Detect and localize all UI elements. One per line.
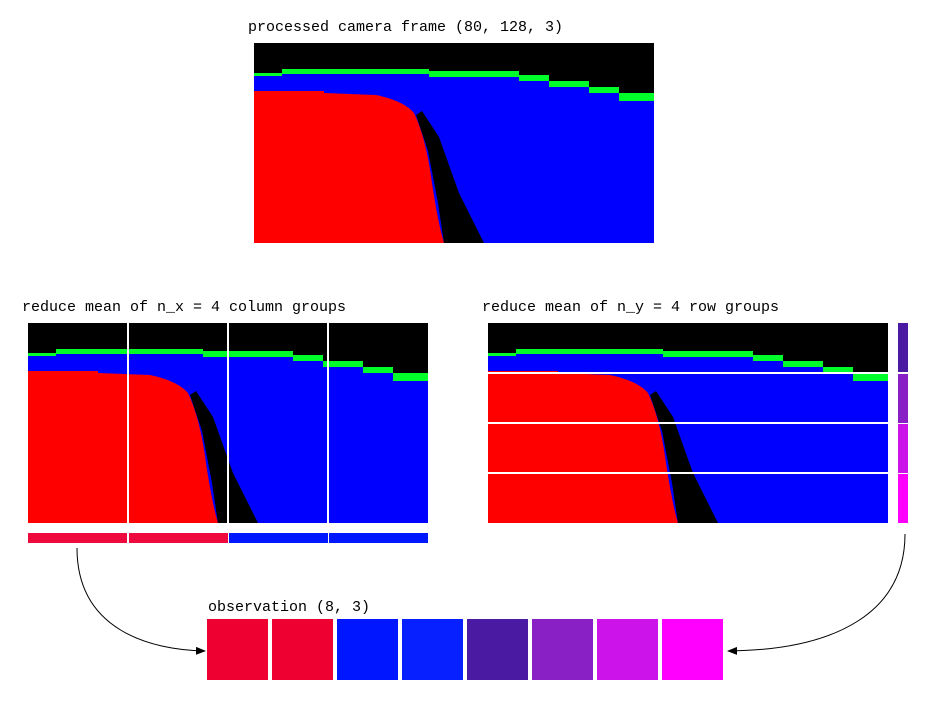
observation-cell-5 bbox=[467, 619, 528, 680]
observation-vector bbox=[207, 619, 727, 681]
camera-frame-image bbox=[254, 43, 654, 243]
column-grouped-frame-image bbox=[28, 323, 428, 523]
top-frame-title: processed camera frame (80, 128, 3) bbox=[248, 19, 564, 36]
road-shadow bbox=[416, 111, 484, 243]
arrow-right bbox=[727, 533, 906, 655]
car-region bbox=[254, 91, 444, 243]
row-mean-bar-2 bbox=[898, 374, 908, 423]
column-reduction-title: reduce mean of n_x = 4 column groups bbox=[22, 299, 347, 316]
column-means-strip bbox=[28, 533, 428, 543]
observation-cell-7 bbox=[597, 619, 658, 680]
row-mean-bar-4 bbox=[898, 474, 908, 523]
column-mean-bar-1 bbox=[28, 533, 127, 543]
row-reduction-title: reduce mean of n_y = 4 row groups bbox=[482, 299, 780, 316]
row-means-strip bbox=[898, 323, 908, 523]
observation-cell-6 bbox=[532, 619, 593, 680]
car-region bbox=[488, 371, 678, 523]
arrow-left bbox=[76, 547, 206, 655]
observation-cell-1 bbox=[207, 619, 268, 680]
column-mean-bar-2 bbox=[129, 533, 228, 543]
observation-cell-4 bbox=[402, 619, 463, 680]
row-mean-bar-1 bbox=[898, 323, 908, 372]
observation-cell-2 bbox=[272, 619, 333, 680]
column-mean-bar-3 bbox=[229, 533, 328, 543]
observation-cell-3 bbox=[337, 619, 398, 680]
row-mean-bar-3 bbox=[898, 424, 908, 473]
observation-cell-8 bbox=[662, 619, 723, 680]
car-region bbox=[28, 371, 218, 523]
column-mean-bar-4 bbox=[329, 533, 428, 543]
observation-title: observation (8, 3) bbox=[208, 599, 371, 616]
road-shadow bbox=[190, 391, 258, 523]
row-grouped-frame-image bbox=[488, 323, 888, 523]
